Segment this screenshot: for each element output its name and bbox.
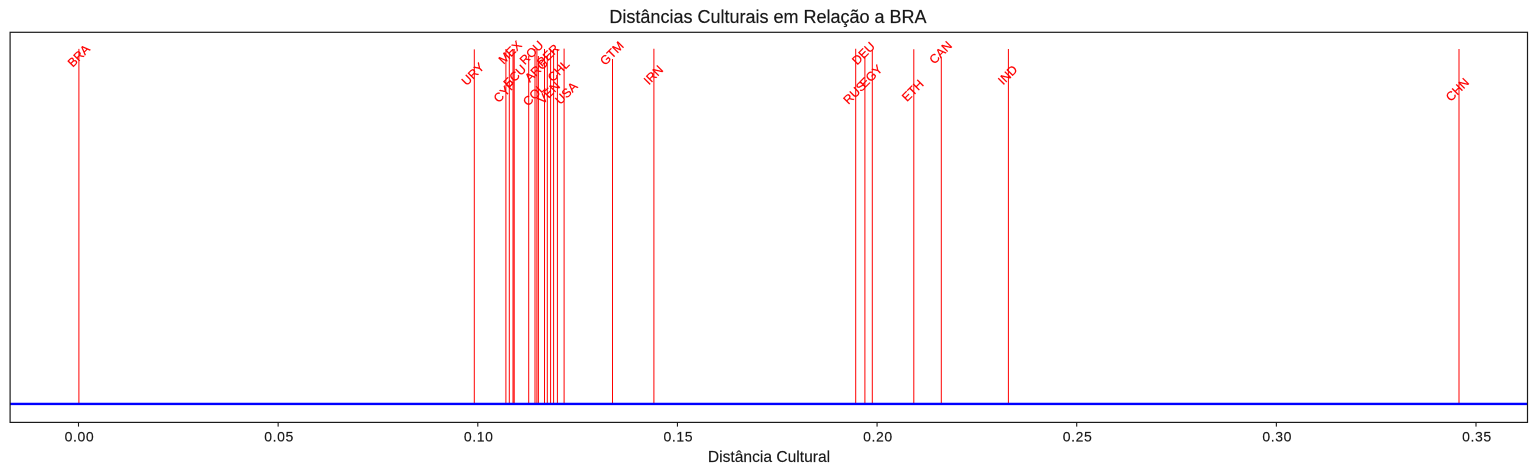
svg-text:0.35: 0.35	[1462, 428, 1492, 444]
svg-text:0.15: 0.15	[664, 428, 694, 444]
svg-text:0.25: 0.25	[1063, 428, 1093, 444]
svg-text:0.30: 0.30	[1262, 428, 1292, 444]
svg-text:0.00: 0.00	[65, 428, 95, 444]
svg-text:Distâncias Culturais em Relaçã: Distâncias Culturais em Relação a BRA	[609, 7, 926, 27]
svg-text:Distância Cultural: Distância Cultural	[708, 449, 830, 466]
svg-text:0.05: 0.05	[264, 428, 294, 444]
svg-text:0.20: 0.20	[863, 428, 893, 444]
svg-text:0.10: 0.10	[464, 428, 494, 444]
